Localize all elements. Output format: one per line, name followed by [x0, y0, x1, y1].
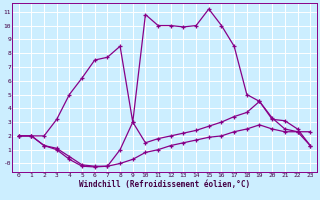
X-axis label: Windchill (Refroidissement éolien,°C): Windchill (Refroidissement éolien,°C) — [79, 180, 250, 189]
